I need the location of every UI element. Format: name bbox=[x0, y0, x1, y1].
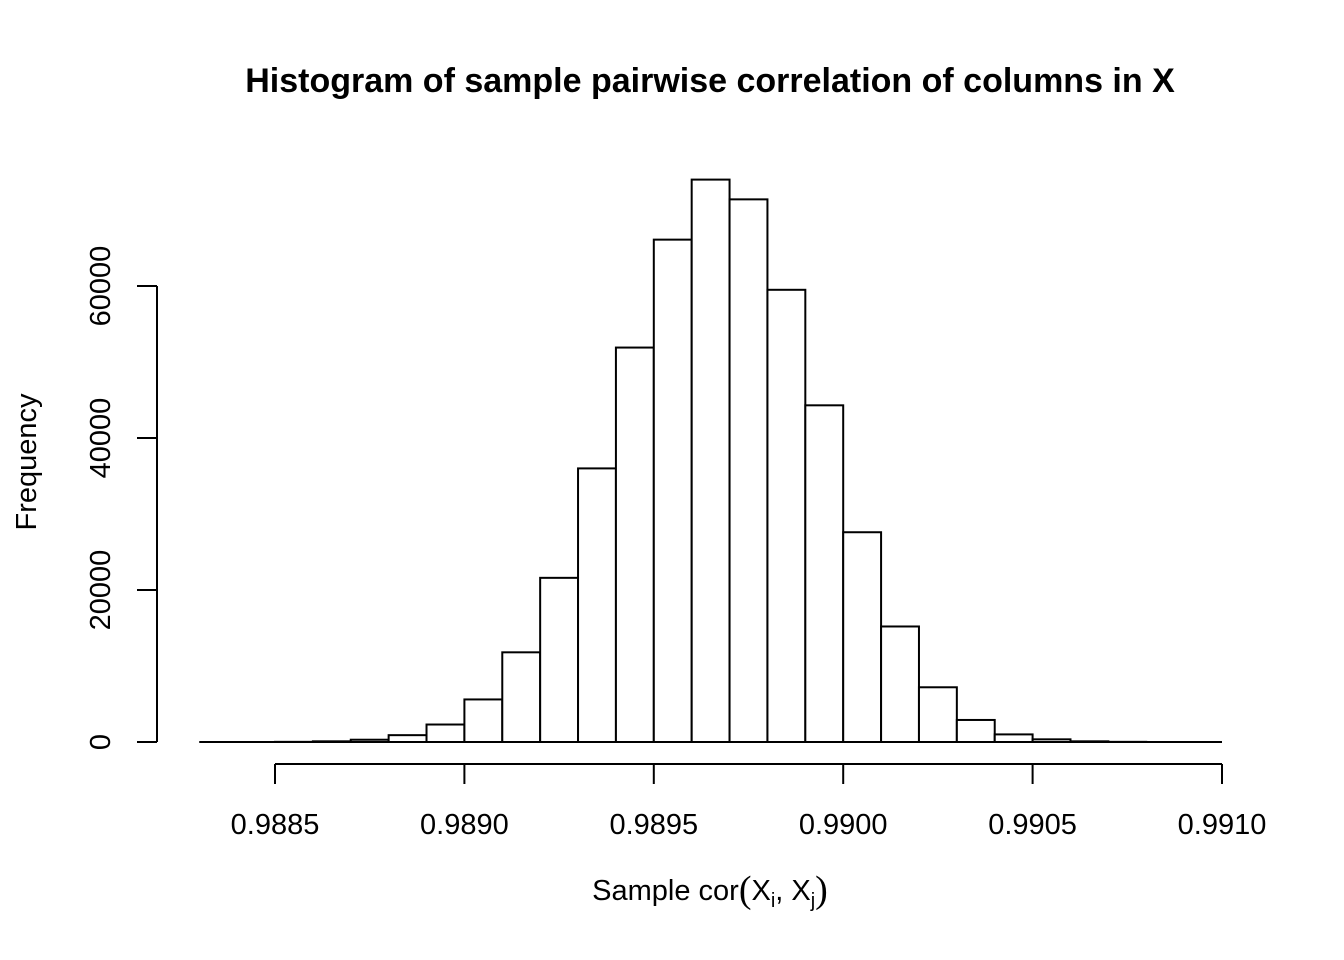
x-axis: 0.9885 0.9890 0.9895 0.9900 0.9905 0.9910 bbox=[231, 763, 1267, 841]
histogram-bar bbox=[614, 346, 655, 743]
x-axis-label-sep: , bbox=[775, 875, 783, 907]
y-tick-label: 20000 bbox=[85, 550, 117, 631]
x-tick-label: 0.9900 bbox=[799, 809, 888, 841]
x-tick-label: 0.9910 bbox=[1178, 809, 1267, 841]
histogram-bar bbox=[955, 718, 996, 744]
y-axis-label: Frequency bbox=[11, 393, 43, 531]
histogram-bar bbox=[463, 698, 504, 744]
histogram-bar bbox=[917, 686, 958, 744]
y-tick-label: 0 bbox=[85, 734, 117, 750]
histogram-bar bbox=[804, 404, 845, 743]
histogram-bar bbox=[539, 576, 580, 744]
x-tick-label: 0.9890 bbox=[420, 809, 509, 841]
x-axis-label-var1: X bbox=[752, 875, 771, 907]
x-tick-label: 0.9895 bbox=[609, 809, 698, 841]
x-axis-label-prefix: Sample cor bbox=[592, 875, 739, 907]
histogram-bar bbox=[728, 198, 769, 744]
histogram-bar bbox=[577, 467, 617, 743]
x-tick-label: 0.9885 bbox=[231, 809, 320, 841]
x-axis-label-close-paren: ) bbox=[815, 869, 828, 911]
histogram-bar bbox=[993, 733, 1034, 744]
y-tick-label: 40000 bbox=[85, 398, 117, 479]
x-axis-label: Sample cor(Xi, Xj) bbox=[592, 869, 828, 912]
x-axis-label-sub1: i bbox=[771, 890, 775, 912]
x-tick-label: 0.9905 bbox=[988, 809, 1077, 841]
histogram-bars bbox=[199, 178, 1222, 744]
y-tick-label: 60000 bbox=[85, 246, 117, 327]
histogram-bar bbox=[425, 723, 466, 744]
x-axis-label-var2: X bbox=[791, 875, 810, 907]
histogram-bar bbox=[842, 531, 883, 743]
histogram-bar bbox=[652, 238, 693, 743]
histogram-bar bbox=[690, 178, 731, 744]
histogram-bar bbox=[501, 651, 542, 744]
x-axis-label-open-paren: ( bbox=[739, 869, 752, 911]
histogram-bar bbox=[766, 288, 807, 743]
chart-title: Histogram of sample pairwise correlation… bbox=[245, 62, 1175, 100]
x-axis-label-sub2: j bbox=[810, 890, 815, 912]
histogram-bar bbox=[880, 625, 920, 743]
y-axis: 0 20000 40000 60000 bbox=[85, 246, 158, 750]
histogram-bar bbox=[387, 734, 428, 743]
